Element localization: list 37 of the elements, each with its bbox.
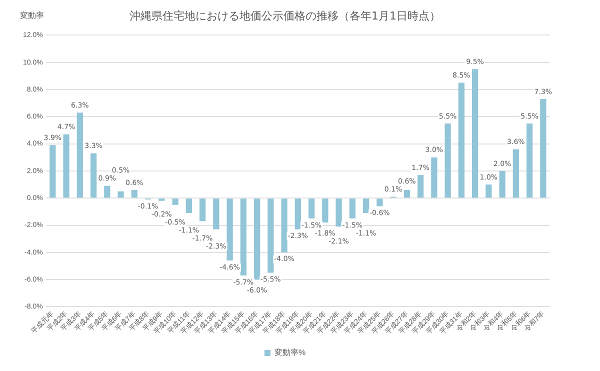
legend-label: 変動率% <box>274 348 306 358</box>
bar <box>254 198 260 280</box>
bar <box>444 123 451 198</box>
bar <box>50 145 56 198</box>
bar <box>486 184 492 198</box>
bar <box>294 198 301 230</box>
bar <box>362 198 370 214</box>
bar <box>417 175 424 198</box>
bar <box>118 191 124 198</box>
bar <box>308 198 315 218</box>
bar <box>226 198 233 261</box>
bar <box>526 123 533 198</box>
bar <box>458 82 464 198</box>
bar <box>268 198 274 273</box>
bar <box>76 112 83 198</box>
bar <box>540 99 546 198</box>
bar <box>90 153 97 198</box>
bar <box>472 69 478 198</box>
bar <box>322 198 328 223</box>
bar <box>186 198 192 214</box>
bar <box>104 186 110 198</box>
bar <box>131 190 138 198</box>
bar <box>431 157 438 198</box>
bar <box>63 134 70 198</box>
bar <box>336 198 342 227</box>
bar <box>281 198 288 252</box>
bar <box>512 149 519 198</box>
bar <box>172 198 178 205</box>
chart-title: 沖縄県住宅地における地価公示価格の推移（各年1月1日時点） <box>130 9 440 22</box>
bar <box>349 198 356 218</box>
bar <box>240 198 246 276</box>
bar <box>404 190 410 198</box>
y-axis-title: 変動率 <box>20 10 44 21</box>
bar <box>376 198 383 206</box>
bar <box>213 198 220 230</box>
bar <box>199 198 206 222</box>
bar <box>499 170 506 198</box>
